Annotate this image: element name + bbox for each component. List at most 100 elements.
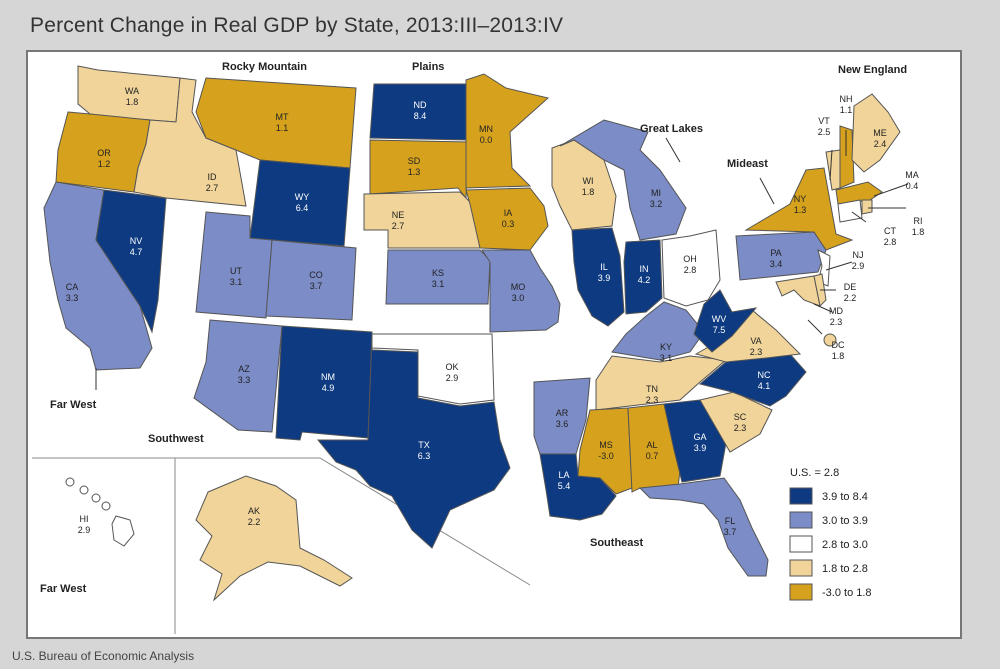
state-value-ia: 0.3 — [502, 219, 515, 229]
state-mo[interactable] — [481, 249, 561, 333]
state-wy[interactable] — [249, 159, 351, 247]
state-value-ct: 2.8 — [884, 237, 897, 247]
state-label-tn: TN — [646, 384, 658, 394]
state-value-ar: 3.6 — [556, 419, 569, 429]
state-label-va: VA — [750, 336, 761, 346]
state-value-sc: 2.3 — [734, 423, 747, 433]
state-label-il: IL — [600, 262, 608, 272]
state-label-ny: NY — [794, 194, 807, 204]
state-value-dc: 1.8 — [832, 351, 845, 361]
state-me[interactable] — [851, 93, 901, 173]
state-value-vt: 2.5 — [818, 127, 831, 137]
state-label-sd: SD — [408, 156, 421, 166]
state-label-nc: NC — [758, 370, 771, 380]
state-value-fl: 3.7 — [724, 527, 737, 537]
state-fl[interactable] — [638, 477, 769, 577]
state-value-mn: 0.0 — [480, 135, 493, 145]
state-mi[interactable] — [559, 119, 687, 241]
state-label-nm: NM — [321, 372, 335, 382]
state-label-ne: NE — [392, 210, 405, 220]
state-sd[interactable] — [369, 139, 469, 200]
state-value-ms: -3.0 — [598, 451, 614, 461]
state-value-az: 3.3 — [238, 375, 251, 385]
state-value-nc: 4.1 — [758, 381, 771, 391]
state-ny[interactable] — [744, 167, 854, 251]
state-value-ak: 2.2 — [248, 517, 261, 527]
state-ct[interactable] — [837, 199, 863, 223]
state-label-sc: SC — [734, 412, 747, 422]
state-co[interactable] — [265, 239, 357, 321]
state-label-wy: WY — [295, 192, 310, 202]
state-label-md: MD — [829, 306, 843, 316]
state-label-mn: MN — [479, 124, 493, 134]
state-dc[interactable] — [823, 333, 837, 347]
state-md[interactable] — [775, 275, 821, 307]
legend-label-3: 1.8 to 2.8 — [822, 563, 868, 575]
state-label-hi: HI — [80, 514, 89, 524]
state-label-wv: WV — [712, 314, 727, 324]
legend-swatch-0 — [789, 487, 813, 505]
legend-swatch-4 — [789, 583, 813, 601]
state-value-ok: 2.9 — [446, 373, 459, 383]
state-label-ma: MA — [905, 170, 919, 180]
source-note: U.S. Bureau of Economic Analysis — [12, 649, 195, 663]
state-nh[interactable] — [839, 125, 855, 189]
state-label-ok: OK — [445, 362, 458, 372]
legend-label-4: -3.0 to 1.8 — [822, 587, 872, 599]
state-hi[interactable] — [65, 477, 135, 547]
state-mt[interactable] — [195, 77, 357, 169]
state-label-vt: VT — [818, 116, 830, 126]
state-ks[interactable] — [385, 249, 491, 305]
state-label-ia: IA — [504, 208, 513, 218]
state-ne[interactable] — [363, 191, 481, 249]
state-label-ca: CA — [66, 282, 79, 292]
state-label-ky: KY — [660, 342, 672, 352]
state-value-ga: 3.9 — [694, 443, 707, 453]
state-vt[interactable] — [825, 149, 841, 191]
state-mn[interactable] — [465, 73, 550, 189]
state-value-id: 2.7 — [206, 183, 219, 193]
region-great-lakes: Great Lakes — [640, 123, 703, 135]
state-value-wv: 7.5 — [713, 325, 726, 335]
state-value-mi: 3.2 — [650, 199, 663, 209]
state-in[interactable] — [623, 239, 663, 315]
state-il[interactable] — [571, 227, 625, 327]
state-label-az: AZ — [238, 364, 250, 374]
state-label-ar: AR — [556, 408, 569, 418]
state-value-wy: 6.4 — [296, 203, 309, 213]
state-label-ks: KS — [432, 268, 444, 278]
state-label-ut: UT — [230, 266, 242, 276]
state-label-tx: TX — [418, 440, 430, 450]
state-la[interactable] — [539, 453, 617, 521]
region-far-west: Far West — [50, 399, 97, 411]
state-label-de: DE — [844, 282, 857, 292]
state-label-wi: WI — [583, 176, 594, 186]
inset-border — [32, 457, 531, 586]
state-nm[interactable] — [275, 325, 373, 441]
state-oh[interactable] — [661, 229, 721, 307]
region-new-england: New England — [838, 64, 907, 76]
region-southeast: Southeast — [590, 537, 644, 549]
state-tx[interactable] — [316, 335, 511, 549]
state-ri[interactable] — [861, 199, 873, 215]
state-id[interactable] — [133, 77, 247, 207]
state-value-ma: 0.4 — [906, 181, 919, 191]
state-value-sd: 1.3 — [408, 167, 421, 177]
state-value-in: 4.2 — [638, 275, 651, 285]
state-label-ri: RI — [914, 216, 923, 226]
state-ia[interactable] — [465, 187, 549, 251]
state-label-al: AL — [646, 440, 657, 450]
leader-lines — [95, 130, 909, 390]
state-label-nd: ND — [414, 100, 427, 110]
state-ky[interactable] — [611, 301, 705, 361]
state-label-nv: NV — [130, 236, 143, 246]
state-ok[interactable] — [371, 333, 495, 405]
state-sc[interactable] — [699, 391, 773, 453]
state-label-mo: MO — [511, 282, 526, 292]
state-wv[interactable] — [693, 289, 758, 353]
legend-swatch-3 — [789, 559, 813, 577]
state-ma[interactable] — [835, 181, 883, 205]
state-ak[interactable] — [195, 475, 353, 602]
state-label-mt: MT — [276, 112, 289, 122]
